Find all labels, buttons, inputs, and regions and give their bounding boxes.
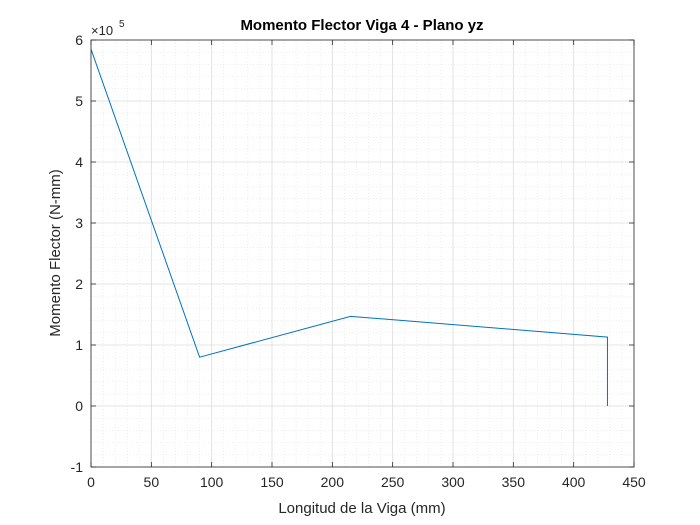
minor-grid xyxy=(91,40,634,467)
x-tick-label: 300 xyxy=(441,474,465,490)
y-tick-label: -1 xyxy=(71,459,84,475)
x-tick-label: 200 xyxy=(321,474,345,490)
chart-title: Momento Flector Viga 4 - Plano yz xyxy=(240,17,483,34)
series-layer xyxy=(90,48,608,406)
y-tick-label: 3 xyxy=(75,215,83,231)
y-tick-label: 0 xyxy=(75,398,83,414)
y-tick-label: 2 xyxy=(75,276,83,292)
y-tick-label: 1 xyxy=(75,337,83,353)
x-tick-label: 450 xyxy=(622,474,646,490)
x-axis-label: Longitud de la Viga (mm) xyxy=(278,500,445,517)
axis-ticks xyxy=(90,39,635,468)
x-tick-label: 350 xyxy=(502,474,526,490)
axes-box xyxy=(90,39,635,468)
y-tick-label: 6 xyxy=(75,32,83,48)
x-tick-label: 400 xyxy=(562,474,586,490)
y-axis-label: Momento Flector (N-mm) xyxy=(47,169,64,337)
y-exponent-base: ×10 xyxy=(91,23,113,38)
x-tick-label: 150 xyxy=(260,474,284,490)
x-tick-label: 50 xyxy=(144,474,160,490)
x-tick-label: 100 xyxy=(200,474,224,490)
series-line xyxy=(90,48,608,406)
plot-area xyxy=(91,40,634,467)
x-tick-label: 0 xyxy=(87,474,95,490)
y-exponent-label: ×10 5 xyxy=(91,19,125,38)
x-tick-label: 250 xyxy=(381,474,405,490)
y-tick-label: 5 xyxy=(75,93,83,109)
y-tick-label: 4 xyxy=(75,154,83,170)
y-exponent-power: 5 xyxy=(119,19,125,30)
